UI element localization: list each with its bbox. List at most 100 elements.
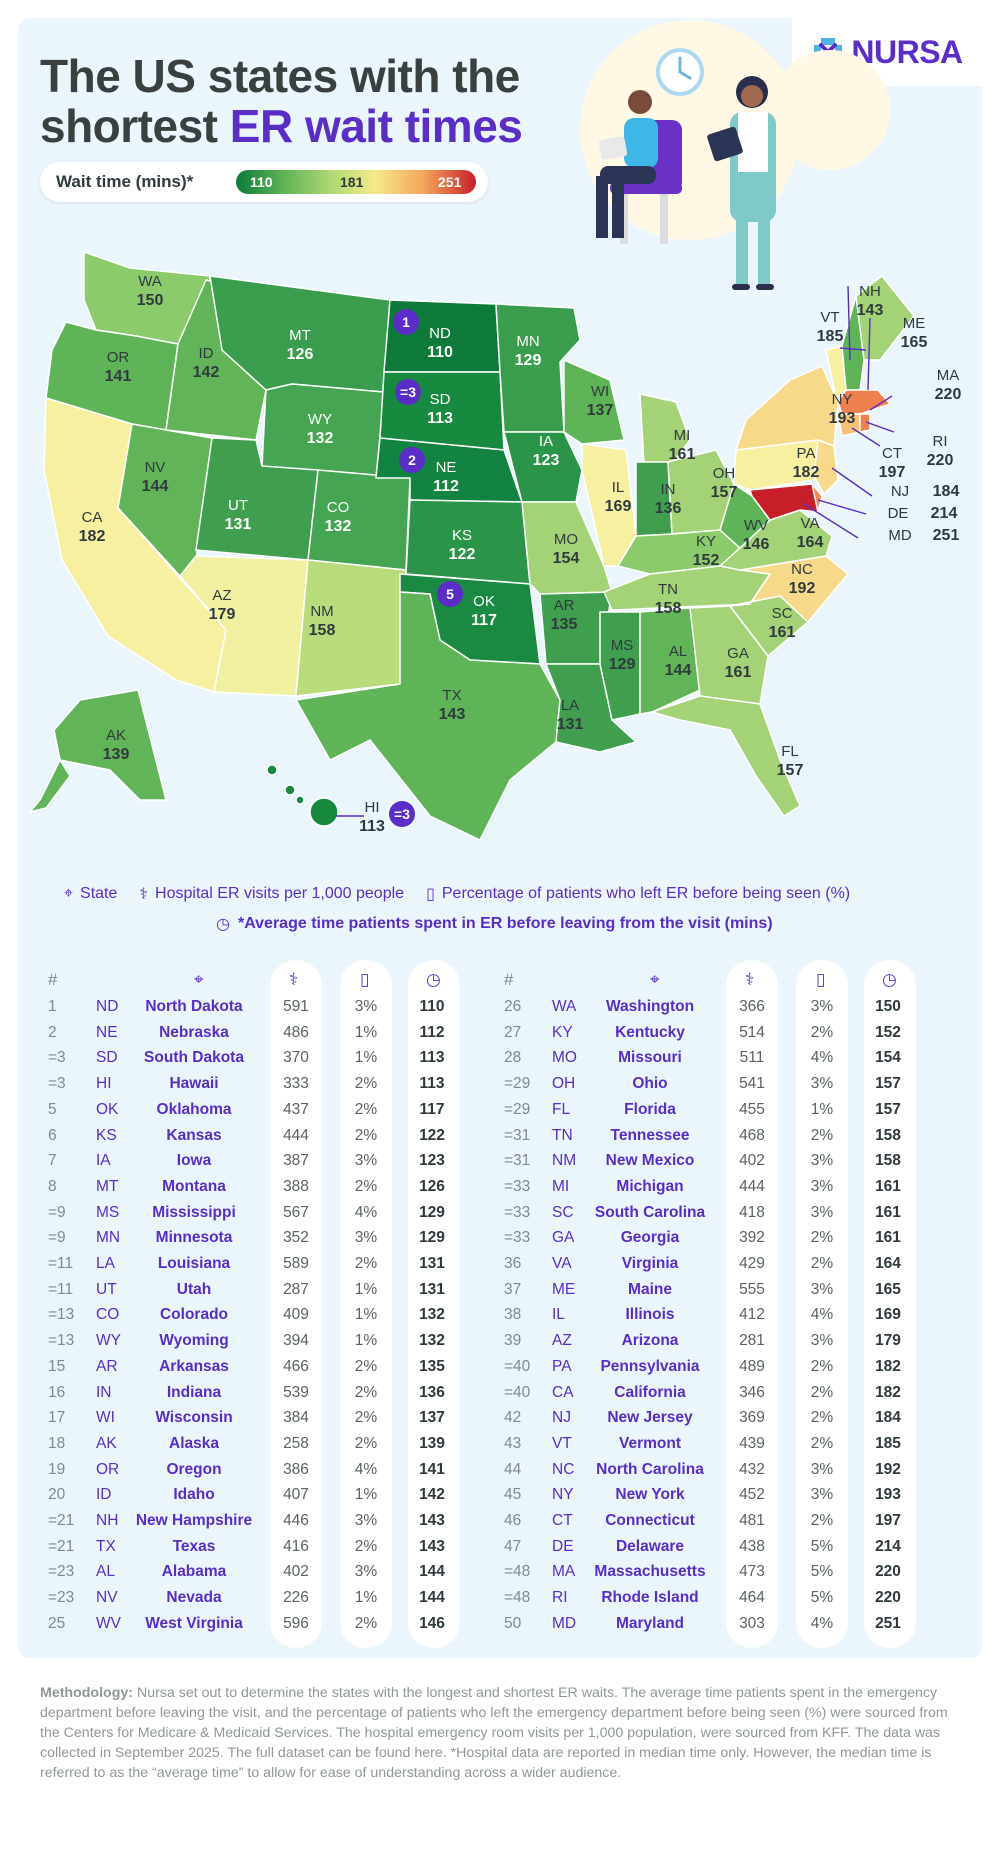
map-state-abbr: TN	[658, 581, 678, 598]
door-icon: ▯	[816, 970, 826, 989]
table-left-pct: 2%	[354, 1537, 378, 1555]
table-wait: 113	[419, 1075, 445, 1093]
table-state-name: South Carolina	[594, 1203, 706, 1221]
table-wait: 193	[875, 1486, 901, 1504]
map-state-abbr: UT	[228, 497, 248, 514]
table-wait: 185	[875, 1434, 901, 1452]
rank-badge-text: 1	[402, 314, 410, 330]
table-visits: 464	[739, 1589, 765, 1607]
map-state-abbr: IN	[661, 481, 676, 498]
table-visits: 407	[283, 1486, 309, 1504]
wait-column	[864, 960, 916, 1648]
table-visits: 388	[283, 1177, 309, 1195]
table-wait: 144	[419, 1589, 445, 1607]
table-left-pct: 4%	[354, 1460, 378, 1478]
table-rank: =23	[48, 1563, 75, 1581]
us-map: WA 150 OR 141 CA 182 ID 142 NV 144 MT 126 WY 132 UT 131…	[29, 20, 961, 841]
table-rank: =33	[504, 1177, 531, 1195]
table-rank: 28	[504, 1049, 522, 1067]
table-left-pct: 3%	[354, 1512, 378, 1529]
patient-illustration	[596, 90, 682, 244]
map-state-abbr: VA	[801, 515, 820, 532]
key-visits-label: Hospital ER visits per 1,000 people	[155, 885, 405, 902]
table-rank: 19	[48, 1460, 66, 1478]
table-state-name: Kentucky	[615, 1023, 685, 1041]
door-icon: ▯	[360, 970, 370, 989]
map-state-abbr: FL	[781, 743, 799, 760]
table-state-name: West Virginia	[145, 1614, 243, 1632]
table-rank: 45	[504, 1486, 522, 1504]
table-left-pct: 2%	[810, 1409, 834, 1427]
table-state-name: Pennsylvania	[600, 1357, 700, 1375]
map-state-wait: 142	[193, 364, 220, 381]
table-abbr: IL	[552, 1306, 565, 1324]
map-state-wait: 113	[427, 410, 453, 427]
table-wait: 182	[875, 1383, 901, 1401]
map-state-abbr: MI	[674, 427, 691, 444]
table-visits: 589	[283, 1255, 309, 1272]
map-state-abbr: MA	[937, 367, 960, 384]
table-rank: 44	[504, 1460, 522, 1478]
table-state-name: New Jersey	[607, 1409, 693, 1427]
table-left-pct: 2%	[810, 1255, 834, 1272]
map-state-wait: 152	[693, 552, 720, 569]
table-abbr: SD	[96, 1049, 118, 1067]
table-abbr: WI	[96, 1409, 115, 1427]
state-shapes	[29, 251, 915, 841]
table-rank: 5	[48, 1100, 57, 1118]
map-state-abbr: VT	[820, 309, 839, 326]
map-state-wait: 144	[665, 662, 692, 679]
table-state-name: Mississippi	[152, 1203, 236, 1221]
map-state-wait: 154	[553, 550, 580, 567]
rank-badge	[437, 581, 463, 607]
table-wait: 220	[875, 1563, 901, 1581]
table-visits: 409	[283, 1306, 309, 1324]
table-abbr: VT	[552, 1434, 572, 1452]
map-state-abbr: DE	[888, 505, 909, 522]
background-blob	[770, 50, 890, 170]
stethoscope-icon: ⚕	[139, 886, 149, 903]
state-NY	[735, 365, 839, 451]
map-state-abbr: HI	[365, 799, 380, 816]
table-visits: 437	[283, 1100, 309, 1118]
table-state-name: Iowa	[176, 1152, 212, 1170]
table-left-pct: 3%	[354, 998, 378, 1015]
table-state-name: Georgia	[620, 1229, 680, 1247]
map-state-wait: 131	[557, 716, 584, 733]
table-rank: 20	[48, 1486, 66, 1504]
table-state-name: Utah	[176, 1280, 212, 1298]
table-left-pct: 3%	[810, 1280, 834, 1298]
pin-icon: ⌖	[194, 970, 204, 989]
table-left-pct: 4%	[810, 1614, 834, 1632]
map-state-abbr: ND	[429, 325, 451, 342]
table-visits: 402	[283, 1563, 309, 1581]
map-state-abbr: CA	[82, 509, 103, 526]
table-left-pct: 2%	[354, 1126, 378, 1144]
table-abbr: CA	[552, 1383, 574, 1401]
legend-label: Wait time (mins)*	[56, 172, 194, 191]
table-abbr: DE	[552, 1537, 574, 1555]
table-left-pct: 2%	[354, 1383, 378, 1401]
table-wait: 192	[875, 1460, 901, 1478]
map-state-wait: 129	[515, 352, 542, 369]
map-state-abbr: MO	[554, 531, 578, 548]
table-abbr: MN	[96, 1229, 121, 1247]
table-abbr: RI	[552, 1589, 568, 1607]
table-abbr: OK	[96, 1100, 119, 1118]
table-rank: =21	[48, 1537, 75, 1555]
table-rank: 26	[504, 998, 522, 1015]
table-state-name: Arkansas	[159, 1357, 229, 1375]
legend-min: 110	[250, 174, 273, 190]
table-state-name: California	[614, 1383, 686, 1401]
table-left-pct: 3%	[810, 1075, 834, 1093]
page-title: The US states with the shortest ER wait …	[40, 51, 523, 151]
table-rank: 47	[504, 1537, 522, 1555]
table-abbr: FL	[552, 1100, 571, 1118]
table-visits: 486	[283, 1023, 309, 1041]
map-state-wait: 157	[711, 484, 738, 501]
methodology-note: Methodology: Nursa set out to determine …	[40, 1683, 964, 1783]
table-visits: 333	[283, 1075, 309, 1093]
table-rank: 16	[48, 1383, 66, 1401]
table-left-pct: 2%	[810, 1512, 834, 1529]
table-left-pct: 2%	[354, 1075, 378, 1093]
